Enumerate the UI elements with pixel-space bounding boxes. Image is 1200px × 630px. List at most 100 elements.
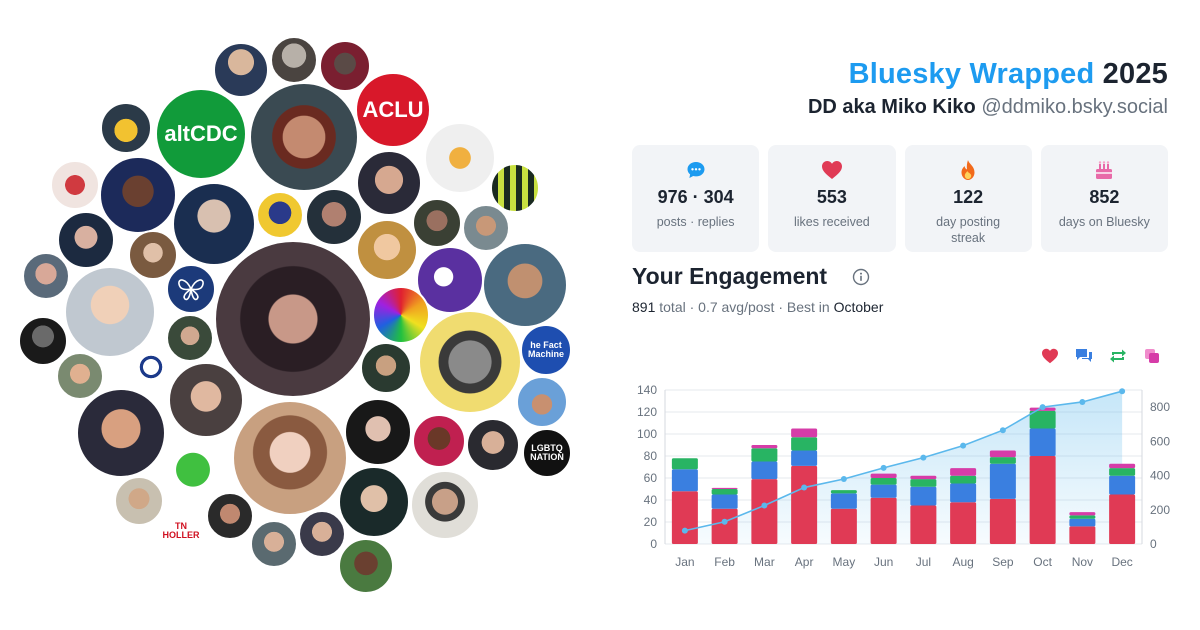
y-tick-label: 100 [637,427,657,441]
avatar[interactable] [338,466,410,538]
avatar-altcdc[interactable]: altCDC [155,88,247,180]
avatar[interactable] [22,252,70,300]
avatar[interactable] [424,122,496,194]
avatar[interactable] [232,400,348,516]
bar-replies [711,494,738,509]
avatar[interactable] [516,376,568,428]
avatar[interactable] [490,163,540,213]
bar-likes [1109,494,1136,544]
avatar[interactable] [356,219,418,281]
x-tick-label: Jul [916,555,931,569]
avatar[interactable] [466,418,520,472]
legend-reposts-toggle[interactable] [1108,346,1128,366]
avatar[interactable] [168,362,244,438]
bar-reposts [870,478,897,485]
avatar[interactable] [64,266,156,358]
avatar[interactable] [344,398,412,466]
bar-reposts [1029,410,1056,429]
x-tick-label: Dec [1111,555,1132,569]
bar-quotes [950,468,977,476]
bar-likes [830,508,857,544]
avatar[interactable] [418,310,522,414]
engagement-best-month: October [833,299,884,315]
avatar[interactable] [305,188,363,246]
bar-likes [751,479,778,544]
heart-icon [1042,348,1058,364]
info-icon[interactable] [852,268,870,291]
stat-value: 976 · 304 [657,187,734,207]
avatar[interactable] [128,230,178,280]
avatar[interactable] [50,160,100,210]
avatar[interactable] [18,316,68,366]
legend-likes-toggle[interactable] [1040,346,1060,366]
y2-tick-label: 600 [1150,434,1170,448]
avatar[interactable] [319,40,371,92]
avatar[interactable] [462,204,510,252]
avatar[interactable] [412,198,462,248]
avatar[interactable] [410,470,480,540]
engagement-summary: 891 total · 0.7 avg/post · Best in Octob… [632,299,883,315]
y-tick-label: 40 [644,493,658,507]
avatar[interactable] [114,476,164,526]
user-handle[interactable]: @ddmiko.bsky.social [981,96,1168,118]
avatar[interactable] [56,352,104,400]
y2-tick-label: 0 [1150,537,1157,551]
avatar-aclu[interactable]: ACLU [355,72,431,148]
bar-replies [989,463,1016,499]
x-tick-label: Nov [1072,555,1093,569]
cumulative-point [880,464,887,471]
bar-quotes [910,475,937,480]
stat-card-days: 852 days on Bluesky [1040,145,1168,252]
avatar[interactable] [372,286,430,344]
avatar[interactable] [100,102,152,154]
avatar[interactable] [249,82,359,192]
legend-quotes-toggle[interactable] [1142,346,1162,366]
speech-bubble-icon [686,159,706,181]
bar-replies [950,483,977,503]
legend-replies-toggle[interactable] [1074,346,1094,366]
avatar[interactable] [298,510,346,558]
stat-card-posts: 976 · 304 posts · replies [632,145,760,252]
avatar[interactable] [360,342,412,394]
y2-tick-label: 400 [1150,469,1170,483]
chart-legend [1040,346,1162,366]
avatar[interactable] [57,211,115,269]
avatar[interactable] [166,264,216,314]
x-tick-label: Jun [874,555,893,569]
bar-quotes [751,445,778,449]
cumulative-point [1079,398,1086,405]
avatar[interactable] [356,150,422,216]
avatar[interactable] [99,156,177,234]
avatar[interactable] [206,492,254,540]
avatar[interactable] [76,388,166,478]
avatar-tn-holler[interactable]: TN HOLLER [158,516,204,546]
bar-quotes [989,450,1016,458]
avatar-lgbtq-nation[interactable]: LGBTQ NATION [522,428,572,478]
cumulative-area [684,391,1123,544]
bar-replies [1069,518,1096,527]
avatar[interactable] [213,42,269,98]
bar-likes [870,497,897,544]
avatar[interactable] [214,240,372,398]
avatar[interactable] [270,36,318,84]
avatar[interactable] [482,242,568,328]
engagement-middle: · 0.7 avg/post · Best in [689,299,830,315]
avatar[interactable] [256,191,304,239]
bar-likes [1029,456,1056,544]
avatar[interactable] [250,520,298,568]
avatar[interactable] [126,342,176,392]
bar-reposts [830,490,857,494]
bar-reposts [910,479,937,487]
bar-reposts [989,457,1016,464]
avatar-fact-machine[interactable]: he Fact Machine [520,324,572,376]
avatar[interactable] [412,414,466,468]
y-tick-label: 140 [637,383,657,397]
x-tick-label: May [833,555,856,569]
stat-label: likes received [794,215,870,229]
avatar[interactable] [166,314,214,362]
heart-icon [821,159,843,181]
avatar[interactable] [172,182,256,266]
engagement-title: Your Engagement [632,263,828,289]
avatar[interactable] [338,538,394,594]
cumulative-point [1119,388,1126,395]
